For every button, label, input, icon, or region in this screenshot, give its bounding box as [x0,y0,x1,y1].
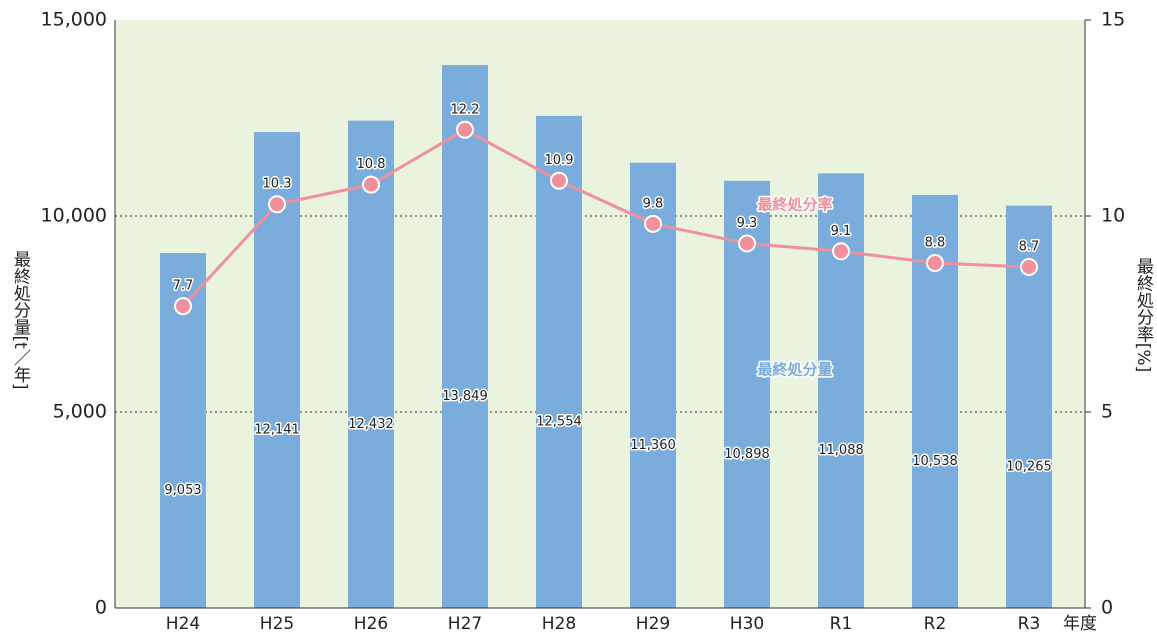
line-marker [362,175,380,194]
line-value-label: 9.3 [737,216,758,231]
line-marker [738,234,756,253]
bar [536,115,582,608]
series-label: 最終処分率 [757,196,832,214]
line-marker [832,242,850,261]
x-tick-label: R2 [924,614,947,633]
bar-value-label: 11,360 [630,438,676,453]
y2-tick-label: 5 [1101,401,1113,423]
line-marker [550,171,568,190]
y2-tick-label: 15 [1101,9,1125,31]
y2-axis-label: 最終処分率[%] [1133,258,1154,372]
line-marker [1020,257,1038,276]
line-marker [174,297,192,316]
x-tick-label: R1 [830,614,853,633]
x-axis-label: 年度 [1063,614,1097,633]
x-tick-label: H25 [260,614,294,633]
bar [348,120,394,609]
bar-value-label: 10,538 [912,454,958,469]
line-value-label: 10.3 [263,177,292,192]
line-value-label: 7.7 [173,279,194,294]
line-marker [926,254,944,273]
series-label: 最終処分量 [757,361,832,379]
x-tick-label: R3 [1018,614,1041,633]
y-tick-label: 0 [95,597,107,619]
y-tick-label: 15,000 [41,9,107,31]
x-tick-label: H29 [636,614,670,633]
y-tick-label: 5,000 [53,401,107,423]
y2-tick-label: 0 [1101,597,1113,619]
line-marker [644,214,662,233]
x-tick-label: H27 [448,614,482,633]
y-tick-label: 10,000 [41,205,107,227]
line-value-label: 9.8 [643,196,664,211]
line-marker [268,195,286,214]
bar [630,162,676,609]
bar-value-label: 10,898 [724,447,770,462]
x-tick-label: H26 [354,614,388,633]
line [181,128,1030,308]
bar-value-label: 12,432 [348,417,394,432]
line-marker [456,120,474,139]
y2-tick-label: 10 [1101,205,1125,227]
line-value-label: 8.8 [925,236,946,251]
bar-value-label: 9,053 [164,483,201,498]
bar-value-label: 11,088 [818,443,864,458]
line-value-label: 12.2 [451,102,480,117]
line-value-label: 9.1 [831,224,852,239]
bar-value-label: 12,554 [536,414,582,429]
x-tick-label: H24 [166,614,200,633]
bar-value-label: 12,141 [254,423,300,438]
bar-value-label: 13,849 [442,389,488,404]
bar-value-label: 10,265 [1006,459,1052,474]
x-tick-label: H28 [542,614,576,633]
line-value-label: 10.9 [545,153,574,168]
y-axis-label: 最終処分量[t／年] [10,251,31,390]
line-value-label: 8.7 [1019,239,1040,254]
line-value-label: 10.8 [357,157,386,172]
x-tick-label: H30 [730,614,764,633]
bar [442,65,488,608]
